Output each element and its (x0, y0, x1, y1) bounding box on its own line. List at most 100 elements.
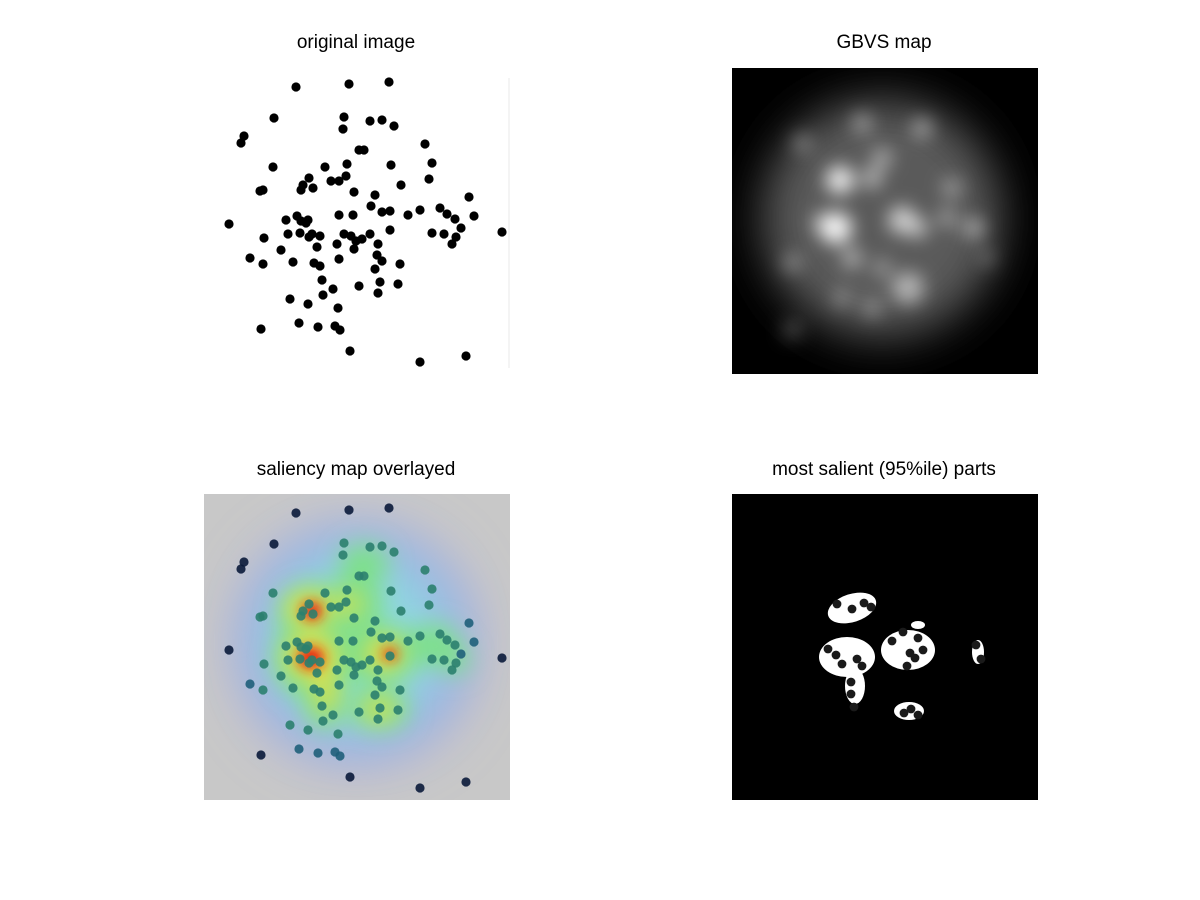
dot-marker (335, 751, 345, 761)
dot-marker (259, 659, 269, 669)
dot-marker (456, 223, 466, 233)
dot-marker (317, 275, 327, 285)
dot-marker (326, 176, 336, 186)
glow-blob (783, 254, 801, 272)
dot-marker (224, 219, 234, 229)
dot-marker (976, 654, 986, 664)
dot-marker (442, 635, 452, 645)
dot-marker (333, 303, 343, 313)
dot-marker (328, 284, 338, 294)
dot-marker (370, 616, 380, 626)
dot-marker (269, 113, 279, 123)
dot-marker (439, 229, 449, 239)
dot-marker (339, 655, 349, 665)
dot-marker (395, 259, 405, 269)
glow-blob (833, 289, 851, 307)
dot-marker (313, 322, 323, 332)
dot-marker (435, 629, 445, 639)
dot-marker (424, 174, 434, 184)
dot-marker (373, 714, 383, 724)
dot-marker (354, 281, 364, 291)
dot-marker (403, 210, 413, 220)
dot-marker (451, 658, 461, 668)
dot-marker (365, 542, 375, 552)
dot-marker (389, 547, 399, 557)
dot-marker (318, 716, 328, 726)
dot-marker (288, 257, 298, 267)
dot-marker (447, 239, 457, 249)
dot-marker (338, 124, 348, 134)
dot-marker (291, 82, 301, 92)
dot-marker (320, 588, 330, 598)
dot-marker (395, 685, 405, 695)
dot-marker (345, 772, 355, 782)
dot-marker (857, 661, 867, 671)
dot-marker (357, 660, 367, 670)
dot-marker (283, 229, 293, 239)
dot-marker (373, 288, 383, 298)
dot-marker (385, 632, 395, 642)
dot-marker (899, 708, 909, 718)
dot-marker (497, 227, 507, 237)
dot-marker (823, 644, 833, 654)
dot-marker (887, 636, 897, 646)
dot-marker (334, 602, 344, 612)
salient-parts-title: most salient (95%ile) parts (772, 459, 996, 480)
dot-marker (393, 705, 403, 715)
dot-marker (334, 210, 344, 220)
dot-marker (294, 744, 304, 754)
dot-marker (370, 690, 380, 700)
dot-marker (334, 176, 344, 186)
dot-marker (294, 318, 304, 328)
dot-marker (354, 145, 364, 155)
dot-marker (384, 503, 394, 513)
glow-blob (842, 248, 862, 268)
dot-marker (344, 505, 354, 515)
dot-marker (334, 254, 344, 264)
dot-marker (342, 585, 352, 595)
dot-marker (339, 538, 349, 548)
dot-marker (846, 677, 856, 687)
glow-blob (863, 299, 881, 317)
dot-marker (295, 654, 305, 664)
dot-marker (281, 641, 291, 651)
dot-marker (832, 599, 842, 609)
dot-marker (256, 324, 266, 334)
dot-marker (341, 171, 351, 181)
dot-marker (420, 139, 430, 149)
dot-marker (332, 665, 342, 675)
dot-marker (349, 670, 359, 680)
dot-marker (456, 649, 466, 659)
dot-marker (366, 627, 376, 637)
glow-blob (826, 166, 854, 194)
dot-marker (847, 604, 857, 614)
dot-marker (304, 599, 314, 609)
dot-marker (831, 650, 841, 660)
dot-marker (439, 655, 449, 665)
dot-marker (236, 564, 246, 574)
dot-marker (258, 611, 268, 621)
glow-blob (912, 118, 932, 138)
dot-marker (308, 183, 318, 193)
dot-marker (971, 640, 981, 650)
dot-marker (852, 654, 862, 664)
dot-marker (291, 508, 301, 518)
dot-marker (335, 325, 345, 335)
dot-marker (375, 277, 385, 287)
dot-marker (308, 609, 318, 619)
dot-marker (338, 550, 348, 560)
dot-marker (334, 680, 344, 690)
dot-marker (846, 689, 856, 699)
dot-marker (303, 215, 313, 225)
dot-marker (898, 627, 908, 637)
dot-marker (377, 633, 387, 643)
dot-marker (303, 641, 313, 651)
dot-marker (341, 597, 351, 607)
dot-marker (365, 655, 375, 665)
dot-marker (348, 636, 358, 646)
gbvs-map-title: GBVS map (836, 32, 932, 53)
dot-marker (258, 185, 268, 195)
dot-marker (375, 703, 385, 713)
dot-marker (357, 234, 367, 244)
glow-blob (892, 272, 924, 304)
